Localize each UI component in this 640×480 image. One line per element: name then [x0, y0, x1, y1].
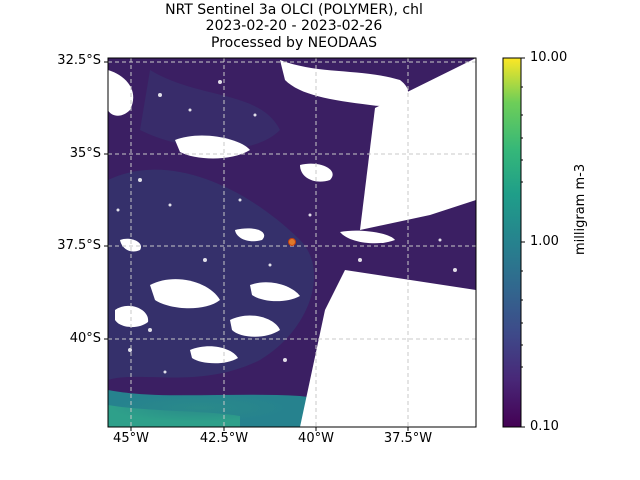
colorbar-label: milligram m-3	[573, 163, 588, 255]
lat-tick-label: 40°S	[69, 331, 101, 346]
cloud-cover	[108, 60, 476, 364]
colorbar	[502, 57, 522, 428]
map-frame	[107, 57, 477, 428]
cloud-swath-gap	[300, 270, 476, 427]
lat-tick-label: 35°S	[69, 146, 101, 161]
cloud-speckle	[116, 80, 457, 374]
lon-tick-label: 37.5°W	[383, 431, 433, 446]
colorbar-tick-label: 0.10	[530, 419, 559, 434]
bloom-patch	[110, 394, 290, 422]
lat-tick-label: 37.5°S	[57, 238, 101, 253]
map-title-line2: 2023-02-20 - 2023-02-26	[205, 18, 383, 34]
lat-tick-label: 32.5°S	[57, 53, 101, 68]
colorbar-tick-label: 1.00	[530, 234, 559, 249]
lon-tick-label: 42.5°W	[199, 431, 249, 446]
lon-tick-label: 40°W	[298, 431, 334, 446]
lon-tick-label: 45°W	[113, 431, 149, 446]
location-marker	[288, 238, 296, 246]
map-title-line3: Processed by NEODAAS	[211, 35, 377, 51]
colorbar-ticks	[521, 57, 525, 428]
map-title-line1: NRT Sentinel 3a OLCI (POLYMER), chl	[165, 2, 423, 18]
axis-ticks	[104, 61, 409, 431]
colorbar-tick-label: 10.00	[530, 50, 568, 65]
map-area	[108, 58, 476, 427]
mid-chlorophyll-region	[140, 70, 280, 149]
